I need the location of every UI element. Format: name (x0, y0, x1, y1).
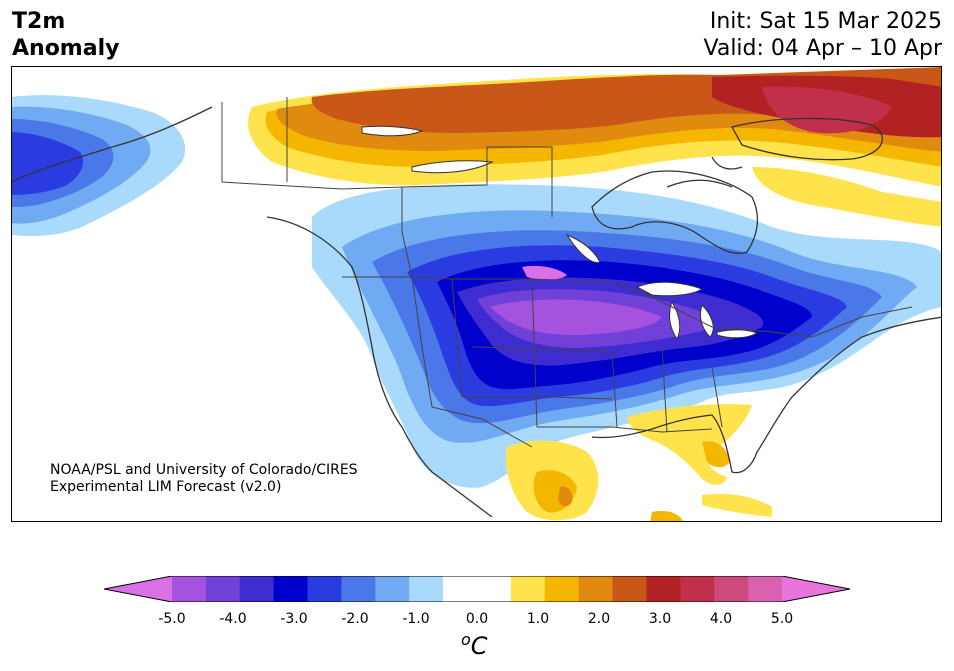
unit-degree: o (461, 630, 471, 649)
forecast-dates: Init: Sat 15 Mar 2025 Valid: 04 Apr – 10… (704, 8, 943, 62)
colorbar-swatch (307, 576, 342, 602)
anomaly-map: NOAA/PSL and University of Colorado/CIRE… (11, 66, 942, 522)
colorbar-tick-label: 0.0 (465, 611, 489, 627)
colorbar-swatch (646, 576, 681, 602)
colorbar-swatch (612, 576, 647, 602)
colorbar-swatch (375, 576, 410, 602)
title-line-1: T2m (12, 9, 66, 34)
colorbar-swatch (172, 576, 207, 602)
colorbar-min-extension (104, 576, 172, 602)
colorbar-swatch (477, 576, 512, 602)
colorbar-swatch (510, 576, 546, 602)
colorbar-tick-label: -4.0 (219, 611, 247, 627)
colorbar-swatch (578, 576, 614, 602)
credit-line-1: NOAA/PSL and University of Colorado/CIRE… (50, 462, 358, 478)
colorbar-tick-label: 2.0 (587, 611, 611, 627)
map-canvas (12, 67, 941, 521)
colorbar-swatch (409, 576, 444, 602)
credit-text: NOAA/PSL and University of Colorado/CIRE… (50, 462, 358, 496)
colorbar-swatch (680, 576, 715, 602)
colorbar-unit: oC (461, 630, 488, 660)
coastlines (12, 106, 941, 518)
colorbar-max-extension (782, 576, 850, 602)
colorbar-swatch (748, 576, 783, 602)
boundaries (221, 97, 913, 448)
colorbar-tick-label: 4.0 (709, 611, 733, 627)
colorbar (104, 576, 850, 602)
valid-dates: Valid: 04 Apr – 10 Apr (703, 36, 943, 61)
warm-south-region (505, 404, 772, 521)
colorbar-swatch (443, 576, 478, 602)
lakes (361, 125, 759, 340)
cold-anomaly-region (312, 184, 941, 488)
colorbar-tick-label: 1.0 (526, 611, 550, 627)
colorbar-swatches (172, 576, 783, 602)
colorbar-tick-label: -1.0 (402, 611, 430, 627)
warm-north-region (248, 67, 941, 227)
credit-line-2: Experimental LIM Forecast (v2.0) (50, 479, 282, 495)
init-date: Init: Sat 15 Mar 2025 (709, 9, 942, 34)
unit-letter: C (470, 632, 488, 660)
colorbar-swatch (714, 576, 749, 602)
colorbar-swatch (273, 576, 309, 602)
colorbar-tick-label: 3.0 (648, 611, 672, 627)
alaska-cold-region (12, 95, 186, 237)
colorbar-tick-label: -2.0 (341, 611, 369, 627)
colorbar-tick-labels: -5.0 -4.0 -3.0 -2.0 -1.0 0.0 1.0 2.0 3.0 4.0 5.0 (0, 611, 954, 631)
colorbar-tick-label: -5.0 (158, 611, 186, 627)
map-title: T2m Anomaly (12, 8, 119, 62)
colorbar-swatch (239, 576, 275, 602)
colorbar-swatch (205, 576, 241, 602)
title-line-2: Anomaly (12, 36, 120, 61)
colorbar-swatch (544, 576, 580, 602)
colorbar-tick-label: 5.0 (770, 611, 794, 627)
colorbar-tick-label: -3.0 (280, 611, 308, 627)
colorbar-swatch (341, 576, 376, 602)
